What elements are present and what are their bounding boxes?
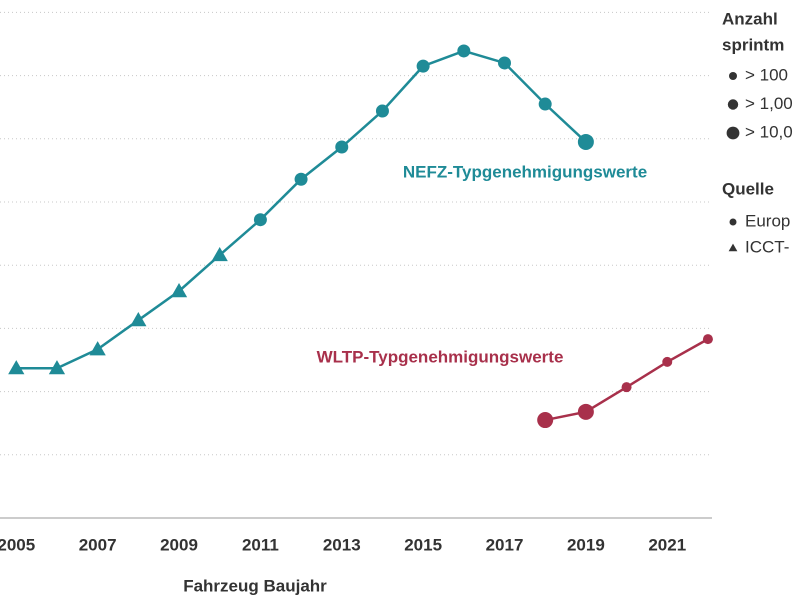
- x-tick-label: 2005: [0, 535, 35, 554]
- triangle-marker: [130, 312, 147, 327]
- circle-marker: [457, 44, 471, 58]
- legend-label: ICCT-: [745, 237, 789, 256]
- legend-marker: [727, 99, 739, 110]
- circle-marker: [621, 382, 632, 393]
- legend-label: > 10,0: [745, 122, 793, 141]
- circle-marker: [577, 133, 594, 150]
- legend-label: > 100: [745, 65, 788, 84]
- circle-marker: [416, 59, 430, 73]
- triangle-marker: [8, 360, 25, 375]
- circle-marker: [662, 356, 673, 367]
- triangle-marker: [170, 282, 188, 298]
- circle-marker: [375, 104, 389, 118]
- circle-marker: [702, 334, 713, 345]
- legend-label: > 1,00: [745, 94, 793, 113]
- legend-title: sprintm: [722, 35, 784, 54]
- series-line: [16, 49, 587, 370]
- triangle-marker: [211, 246, 228, 262]
- triangle-marker: [48, 360, 66, 375]
- circle-marker: [294, 172, 308, 186]
- legend-marker: [729, 218, 737, 226]
- triangle-marker: [89, 341, 106, 356]
- circle-marker: [335, 140, 349, 154]
- x-tick-label: 2011: [242, 535, 279, 554]
- circle-marker: [498, 56, 512, 70]
- circle-marker: [537, 412, 554, 429]
- legend-label: Europ: [745, 211, 790, 230]
- legend-title: Anzahl: [722, 9, 778, 28]
- x-tick-label: 2007: [79, 535, 117, 554]
- series-label: WLTP-Typgenehmigungswerte: [317, 347, 564, 366]
- x-axis-title: Fahrzeug Baujahr: [183, 576, 327, 595]
- legend-marker: [726, 126, 740, 140]
- series-label: NEFZ-Typgenehmigungswerte: [403, 162, 647, 181]
- circle-marker: [577, 403, 594, 420]
- circle-marker: [538, 97, 552, 111]
- x-tick-label: 2009: [160, 535, 198, 554]
- x-tick-label: 2015: [404, 535, 442, 554]
- x-tick-label: 2017: [486, 535, 524, 554]
- legend-marker: [728, 243, 738, 252]
- x-tick-label: 2019: [567, 535, 605, 554]
- legend-title: Quelle: [722, 179, 774, 198]
- x-tick-label: 2013: [323, 535, 361, 554]
- series-line: [544, 338, 709, 422]
- legend-marker: [729, 72, 737, 80]
- x-tick-label: 2021: [648, 535, 686, 554]
- circle-marker: [253, 213, 267, 227]
